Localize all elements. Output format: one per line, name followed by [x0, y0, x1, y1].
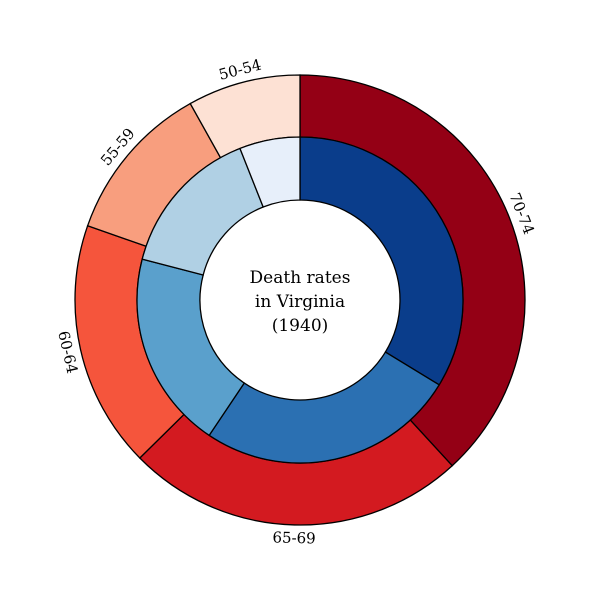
outer-ring: [74, 74, 526, 526]
inner-segment-0: [299, 136, 464, 386]
outer-label-65-69: 65-69: [272, 528, 316, 547]
inner-segment-1: [208, 351, 441, 464]
center-title-line-3: (1940): [272, 316, 329, 336]
center-title-line-1: Death rates: [250, 268, 351, 288]
inner-segment-4: [239, 136, 301, 208]
center-title-line-2: in Virginia: [255, 292, 345, 312]
inner-ring: [136, 136, 464, 464]
